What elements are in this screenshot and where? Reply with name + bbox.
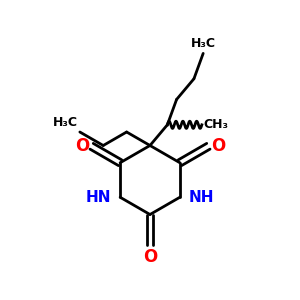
Text: O: O [211,136,225,154]
Text: O: O [75,136,89,154]
Text: CH₃: CH₃ [204,118,229,131]
Text: HN: HN [85,190,111,205]
Text: O: O [143,248,157,266]
Text: H₃C: H₃C [52,116,77,129]
Text: H₃C: H₃C [191,38,216,50]
Text: NH: NH [189,190,214,205]
